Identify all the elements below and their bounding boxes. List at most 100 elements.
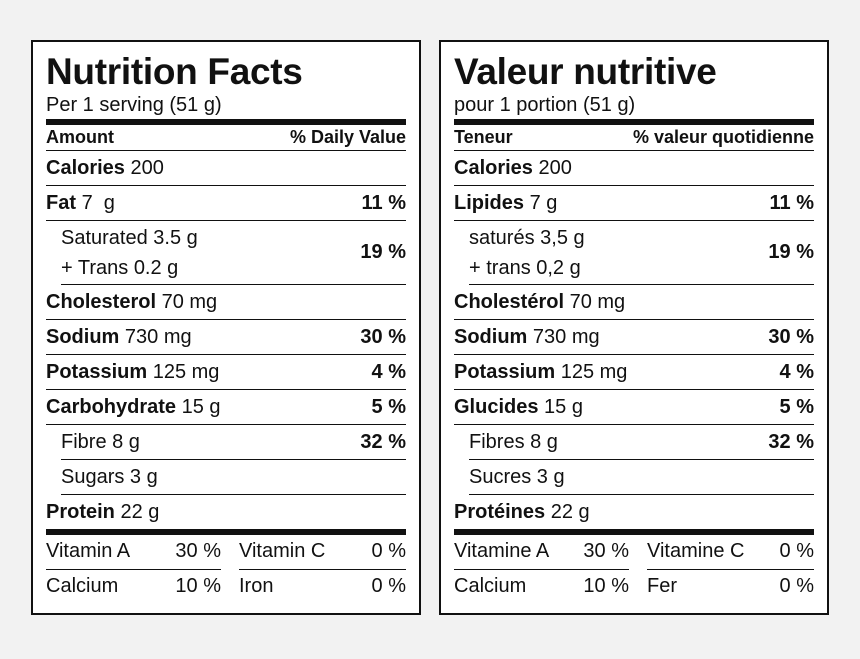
- fibre-text: Fibre 8 g: [61, 430, 140, 453]
- protein-value: 22 g: [120, 500, 160, 523]
- divider-thick: [46, 529, 406, 535]
- sugars-row: Sucres 3 g: [469, 460, 814, 495]
- sodium-dv: 30 %: [768, 325, 814, 348]
- protein-value: 22 g: [550, 500, 590, 523]
- potassium-dv: 4 %: [779, 360, 814, 383]
- carbohydrate-value: 15 g: [544, 395, 583, 418]
- fat-row: Lipides 7 g 11 %: [454, 186, 814, 221]
- calcium-cell: Calcium 10 %: [454, 569, 629, 603]
- calcium-label: Calcium: [46, 574, 119, 597]
- vitamins-row: Vitamine A 30 % Vitamine C 0 %: [454, 535, 814, 570]
- iron-label: Iron: [239, 574, 274, 597]
- fat-label: Fat: [46, 191, 76, 214]
- vitamin-c-cell: Vitamin C 0 %: [239, 535, 406, 570]
- carbohydrate-row: Carbohydrate 15 g 5 %: [46, 390, 406, 425]
- vitamin-c-label: Vitamin C: [239, 540, 326, 562]
- saturated-dv: 19 %: [768, 241, 814, 263]
- fat-dv: 11 %: [769, 191, 814, 214]
- divider-thick: [46, 119, 406, 125]
- potassium-row: Potassium 125 mg 4 %: [46, 355, 406, 390]
- protein-row: Protein 22 g: [46, 495, 406, 529]
- sugars-text: Sugars 3 g: [61, 465, 158, 488]
- calcium-value: 10 %: [175, 574, 221, 597]
- iron-value: 0 %: [779, 574, 814, 597]
- sugars-row: Sugars 3 g: [61, 460, 406, 495]
- sodium-value: 730 mg: [124, 325, 192, 348]
- sodium-value: 730 mg: [532, 325, 600, 348]
- fibre-row: Fibre 8 g 32 %: [61, 425, 406, 460]
- saturated-line: Saturated 3.5 g: [61, 226, 198, 249]
- carbohydrate-label: Glucides: [454, 395, 539, 418]
- trans-line: + Trans 0.2 g: [61, 256, 179, 279]
- carbohydrate-row: Glucides 15 g 5 %: [454, 390, 814, 425]
- protein-label: Protéines: [454, 500, 546, 523]
- calories-label: Calories: [454, 156, 533, 179]
- fat-value: 7 g: [81, 191, 115, 214]
- vitamin-a-cell: Vitamin A 30 %: [46, 535, 221, 570]
- vitamin-a-label: Vitamin A: [46, 540, 131, 562]
- potassium-row: Potassium 125 mg 4 %: [454, 355, 814, 390]
- cholesterol-label: Cholesterol: [46, 290, 157, 313]
- potassium-label: Potassium: [46, 360, 148, 383]
- vitamin-a-value: 30 %: [583, 540, 629, 562]
- vitamin-c-value: 0 %: [779, 540, 814, 562]
- minerals-row: Calcium 10 % Iron 0 %: [46, 569, 406, 603]
- divider-thick: [454, 529, 814, 535]
- vitamin-c-value: 0 %: [371, 540, 406, 562]
- fat-dv: 11 %: [361, 191, 406, 214]
- panel-title: Valeur nutritive: [454, 51, 717, 92]
- fibre-dv: 32 %: [768, 430, 814, 453]
- fibre-text: Fibres 8 g: [469, 430, 558, 453]
- saturated-dv: 19 %: [360, 241, 406, 263]
- calories-row: Calories 200: [46, 151, 406, 186]
- iron-cell: Iron 0 %: [239, 569, 406, 603]
- cholesterol-value: 70 mg: [569, 290, 626, 313]
- calcium-label: Calcium: [454, 574, 527, 597]
- panel-title: Nutrition Facts: [46, 51, 303, 92]
- fibre-row: Fibres 8 g 32 %: [469, 425, 814, 460]
- cholesterol-row: Cholesterol 70 mg: [46, 285, 406, 320]
- potassium-label: Potassium: [454, 360, 556, 383]
- sodium-label: Sodium: [46, 325, 120, 348]
- header-row: Amount % Daily Value: [46, 125, 406, 151]
- potassium-dv: 4 %: [371, 360, 406, 383]
- carbohydrate-label: Carbohydrate: [46, 395, 177, 418]
- sodium-dv: 30 %: [360, 325, 406, 348]
- sodium-row: Sodium 730 mg 30 %: [454, 320, 814, 355]
- amount-label: Amount: [46, 127, 114, 147]
- fat-row: Fat 7 g 11 %: [46, 186, 406, 221]
- serving-size: Per 1 serving (51 g): [46, 94, 222, 116]
- potassium-value: 125 mg: [152, 360, 220, 383]
- calcium-cell: Calcium 10 %: [46, 569, 221, 603]
- calories-row: Calories 200: [454, 151, 814, 186]
- nutrition-facts-panel-fr: Valeur nutritive pour 1 portion (51 g) T…: [439, 40, 829, 615]
- divider-thick: [454, 119, 814, 125]
- calories-value: 200: [130, 156, 164, 179]
- amount-label: Teneur: [454, 127, 513, 147]
- sodium-row: Sodium 730 mg 30 %: [46, 320, 406, 355]
- nutrition-facts-panel-en: Nutrition Facts Per 1 serving (51 g) Amo…: [31, 40, 421, 615]
- carbohydrate-value: 15 g: [181, 395, 221, 418]
- daily-value-label: % Daily Value: [289, 127, 406, 147]
- vitamin-c-cell: Vitamine C 0 %: [647, 535, 814, 570]
- cholesterol-value: 70 mg: [161, 290, 218, 313]
- sugars-text: Sucres 3 g: [469, 465, 565, 488]
- iron-label: Fer: [647, 574, 677, 597]
- vitamin-c-label: Vitamine C: [647, 540, 745, 562]
- calories-label: Calories: [46, 156, 125, 179]
- vitamins-row: Vitamin A 30 % Vitamin C 0 %: [46, 535, 406, 570]
- potassium-value: 125 mg: [560, 360, 628, 383]
- carbohydrate-dv: 5 %: [371, 395, 406, 418]
- sodium-label: Sodium: [454, 325, 528, 348]
- trans-line: + trans 0,2 g: [469, 256, 581, 279]
- saturated-trans-row: Saturated 3.5 g + Trans 0.2 g 19 %: [61, 221, 406, 285]
- vitamin-a-label: Vitamine A: [454, 540, 550, 562]
- cholesterol-row: Cholestérol 70 mg: [454, 285, 814, 320]
- iron-value: 0 %: [371, 574, 406, 597]
- vitamin-a-value: 30 %: [175, 540, 221, 562]
- saturated-trans-row: saturés 3,5 g + trans 0,2 g 19 %: [469, 221, 814, 285]
- minerals-row: Calcium 10 % Fer 0 %: [454, 569, 814, 603]
- calcium-value: 10 %: [583, 574, 629, 597]
- protein-row: Protéines 22 g: [454, 495, 814, 529]
- saturated-line: saturés 3,5 g: [469, 226, 585, 249]
